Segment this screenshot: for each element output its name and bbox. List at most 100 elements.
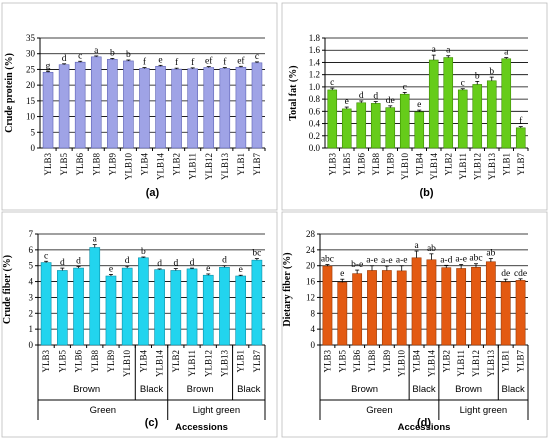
bar xyxy=(515,127,526,149)
y-tick-label: 30 xyxy=(26,49,36,59)
x-tick-label: YLB1 xyxy=(236,153,246,176)
bar xyxy=(40,262,52,346)
bar xyxy=(58,64,70,149)
x-tick-label: YLB7 xyxy=(252,153,262,176)
bar xyxy=(139,68,150,149)
significance-letter: d xyxy=(173,259,178,269)
bar xyxy=(472,84,483,149)
y-tick-label: 4 xyxy=(29,277,34,287)
x-tick-label: YLB9 xyxy=(106,350,116,373)
bar xyxy=(356,102,367,149)
bar xyxy=(471,266,481,346)
y-tick-label: 15 xyxy=(26,96,36,106)
significance-letter: b xyxy=(110,48,115,58)
significance-letter: ef xyxy=(205,56,213,67)
bar xyxy=(500,281,511,346)
y-tick-label: 10 xyxy=(26,112,36,122)
x-tick-label: YLB13 xyxy=(486,350,496,378)
significance-letter: d xyxy=(60,258,65,268)
panel-label: (b) xyxy=(419,187,433,199)
x-tick-label: YLB8 xyxy=(371,153,381,176)
x-tick-label: YLB11 xyxy=(456,350,466,377)
x-tick-label: YLB14 xyxy=(156,153,166,181)
y-tick-label: 5 xyxy=(31,127,36,137)
group-label-primary: Black xyxy=(237,384,260,395)
significance-letter: f xyxy=(175,57,179,68)
x-tick-label: YLB12 xyxy=(471,350,481,377)
bar xyxy=(396,270,407,346)
significance-letter: a xyxy=(504,48,509,58)
group-label-secondary: Light green xyxy=(193,405,241,416)
x-tick-label: YLB10 xyxy=(122,350,132,378)
significance-letter: d xyxy=(157,259,162,269)
significance-letter: e xyxy=(158,55,162,65)
x-tick-label: YLB6 xyxy=(356,153,366,176)
significance-letter: a-e xyxy=(381,256,393,266)
bar xyxy=(73,267,84,346)
y-axis-label: Dietary fiber (%) xyxy=(282,252,293,326)
significance-letter: a xyxy=(94,46,99,56)
y-tick-label: 2 xyxy=(29,308,34,318)
y-tick-label: 3 xyxy=(29,292,34,302)
y-tick-label: 1.0 xyxy=(309,82,321,92)
panel-border xyxy=(1,211,278,438)
y-tick-label: 0.6 xyxy=(309,106,321,116)
y-tick-label: 35 xyxy=(26,33,36,43)
bar xyxy=(202,274,214,346)
x-tick-label: YLB12 xyxy=(203,350,213,377)
bar xyxy=(251,62,263,149)
x-tick-label: YLB11 xyxy=(187,350,197,377)
significance-letter: d xyxy=(76,257,81,267)
significance-letter: f xyxy=(143,57,147,68)
group-label-primary: Black xyxy=(140,384,163,395)
bar xyxy=(170,270,182,346)
bar xyxy=(457,89,468,149)
significance-letter: e xyxy=(239,265,243,275)
bar xyxy=(485,261,496,346)
significance-letter: f xyxy=(191,57,195,68)
bar xyxy=(428,59,439,149)
x-tick-label: YLB7 xyxy=(516,350,526,373)
y-tick-label: 0.8 xyxy=(309,94,321,104)
bar xyxy=(367,270,377,346)
x-tick-label: YLB3 xyxy=(322,350,332,373)
bar xyxy=(322,265,333,346)
x-tick-label: YLB9 xyxy=(382,350,392,373)
significance-letter: a-d xyxy=(440,255,452,265)
y-tick-label: 6 xyxy=(29,245,34,255)
group-label-secondary: Light green xyxy=(460,405,508,416)
significance-letter: c xyxy=(461,79,465,89)
bar xyxy=(171,68,182,149)
panel-label: (d) xyxy=(417,417,431,429)
y-axis-label: Crude fiber (%) xyxy=(2,255,13,324)
significance-letter: b-e xyxy=(351,260,363,270)
significance-letter: abc xyxy=(469,254,482,264)
x-tick-label: YLB3 xyxy=(41,350,51,373)
x-tick-label: YLB10 xyxy=(397,350,407,378)
panel-border xyxy=(281,2,548,211)
y-tick-label: 0 xyxy=(31,143,36,153)
x-tick-label: YLB14 xyxy=(155,350,165,378)
bar xyxy=(327,89,338,149)
significance-letter: ab xyxy=(427,244,436,254)
significance-letter: ab xyxy=(486,249,495,259)
x-tick-label: YLB11 xyxy=(188,153,198,180)
x-tick-label: YLB4 xyxy=(414,153,424,176)
bar xyxy=(219,68,231,149)
group-label-primary: Black xyxy=(502,384,525,395)
bar xyxy=(121,267,133,346)
bar xyxy=(370,103,381,149)
bar xyxy=(501,58,512,149)
x-tick-label: YLB1 xyxy=(501,153,511,176)
significance-letter: c xyxy=(255,52,259,62)
bar xyxy=(203,67,215,149)
significance-letter: b xyxy=(126,50,131,60)
bar xyxy=(235,66,247,149)
y-tick-label: 25 xyxy=(26,64,36,74)
bar xyxy=(42,71,54,149)
x-tick-label: YLB1 xyxy=(236,350,246,373)
bar xyxy=(337,282,348,346)
chart-panel-1: 0 5 10 15 20 25 30 35 Crude protein (%) g YLB3 d YLB… xyxy=(1,2,278,211)
x-tick-label: YLB14 xyxy=(429,153,439,181)
significance-letter: ef xyxy=(237,55,245,66)
